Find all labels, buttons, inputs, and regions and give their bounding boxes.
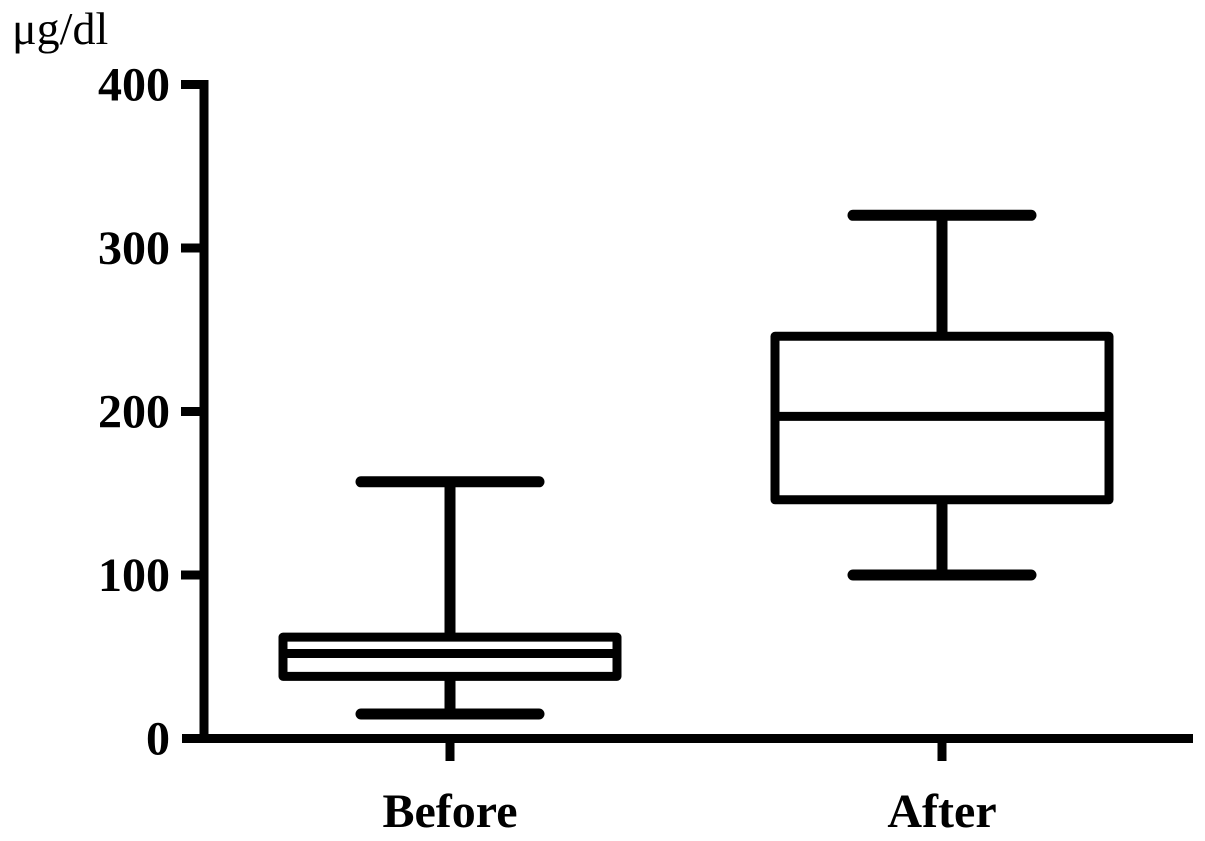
y-tick-label: 300	[98, 222, 170, 275]
y-tick-label: 200	[98, 386, 170, 439]
y-tick-label: 0	[146, 713, 170, 766]
y-axis-unit-label: μg/dl	[12, 3, 109, 54]
category-label-after: After	[887, 785, 996, 838]
category-label-before: Before	[382, 785, 517, 838]
y-tick-label: 100	[98, 549, 170, 602]
y-tick-label: 400	[98, 59, 170, 112]
